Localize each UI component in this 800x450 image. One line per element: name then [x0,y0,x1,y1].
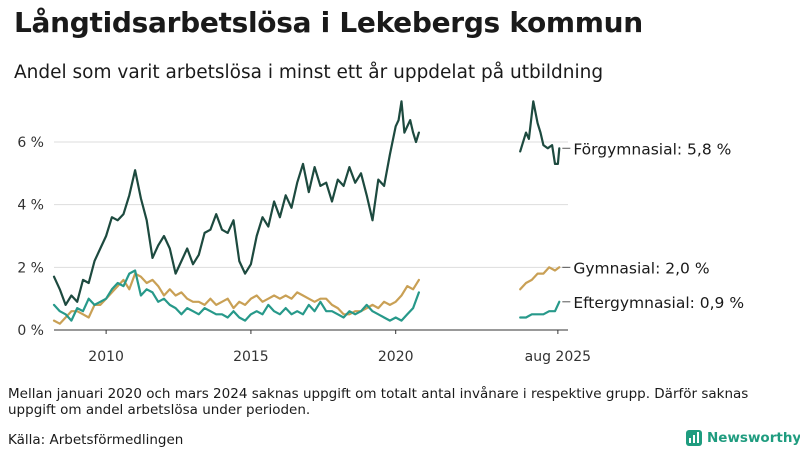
series-line-eftergymnasial [52,269,420,322]
brand-name: Newsworthy [707,430,800,446]
x-tick-label: aug 2025 [525,349,591,365]
source-text: Källa: Arbetsförmedlingen [8,432,184,448]
series-line-gymnasial [52,272,420,325]
series-line-eftergymnasial [519,300,561,319]
y-tick-label: 0 % [17,323,44,339]
y-tick-label: 2 % [17,260,44,276]
end-label-eftergymnasial: Eftergymnasial: 0,9 % [573,294,744,312]
brand-logo: Newsworthy [686,430,800,446]
series-line-forgymnasial [52,100,420,306]
end-label-gymnasial: Gymnasial: 2,0 % [573,259,709,277]
x-tick-label: 2015 [233,349,269,365]
x-tick-label: 2010 [88,349,124,365]
series-line-forgymnasial [519,100,561,165]
y-tick-label: 6 % [17,135,44,151]
line-chart: 0 % 2 % 4 % 6 % 2010 2015 2020 aug 2025 Förgymna… [17,100,744,365]
x-tick-label: 2020 [378,349,414,365]
chart-title: Långtidsarbetslösa i Lekebergs kommun [14,6,643,39]
chart-subtitle: Andel som varit arbetslösa i minst ett å… [14,62,604,83]
y-tick-label: 4 % [17,198,44,214]
footnote: Mellan januari 2020 och mars 2024 saknas… [8,386,749,418]
end-label-forgymnasial: Förgymnasial: 5,8 % [573,140,731,158]
series-line-gymnasial [519,266,561,291]
newsworthy-icon [686,430,702,446]
